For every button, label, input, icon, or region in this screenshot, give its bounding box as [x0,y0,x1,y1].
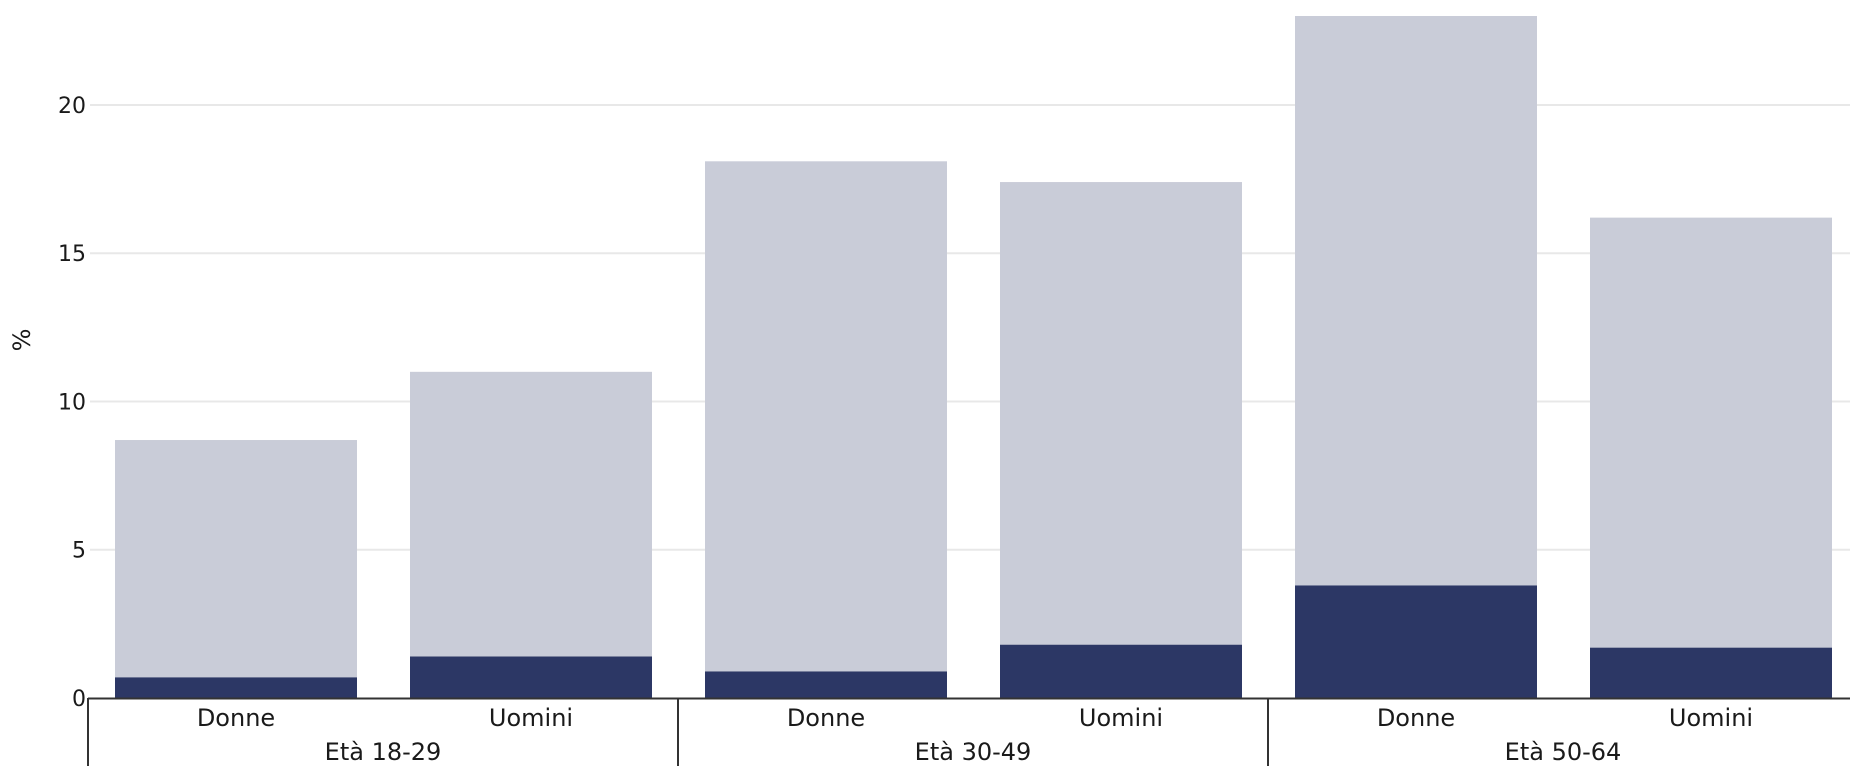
y-tick-label: 5 [72,539,86,564]
y-tick-label: 10 [58,390,86,415]
x-group-label: Età 50-64 [1505,738,1622,766]
grid-lines [90,103,1850,551]
x-category-label: Uomini [489,704,573,732]
bar-segment-light [1295,16,1537,586]
bar-segment-dark [1590,647,1832,698]
bar-segment-dark [410,656,652,698]
bar-segment-dark [1295,585,1537,698]
labels: 0 5 10 15 20 Donne Uomini Donne Uomini Donne Uomin… [58,94,1753,766]
x-group-label: Età 30-49 [915,738,1032,766]
bar-segment-light [705,161,947,672]
bar-segment-dark [115,677,357,698]
y-tick-label: 20 [58,94,86,119]
x-category-label: Uomini [1669,704,1753,732]
x-category-label: Donne [1377,704,1455,732]
y-tick-label: 15 [58,242,86,267]
x-category-label: Uomini [1079,704,1163,732]
bar-segment-dark [705,671,947,698]
x-category-label: Donne [787,704,865,732]
bar-segment-dark [1000,644,1242,698]
x-group-label: Età 18-29 [325,738,442,766]
bar-segment-light [410,371,652,657]
bar-segment-light [115,440,357,678]
x-category-label: Donne [197,704,275,732]
axes [87,697,1850,766]
y-tick-label: 0 [72,687,86,712]
y-axis-label: % [8,329,36,352]
bar-segment-light [1590,217,1832,648]
bars [115,16,1832,698]
bar-segment-light [1000,182,1242,645]
